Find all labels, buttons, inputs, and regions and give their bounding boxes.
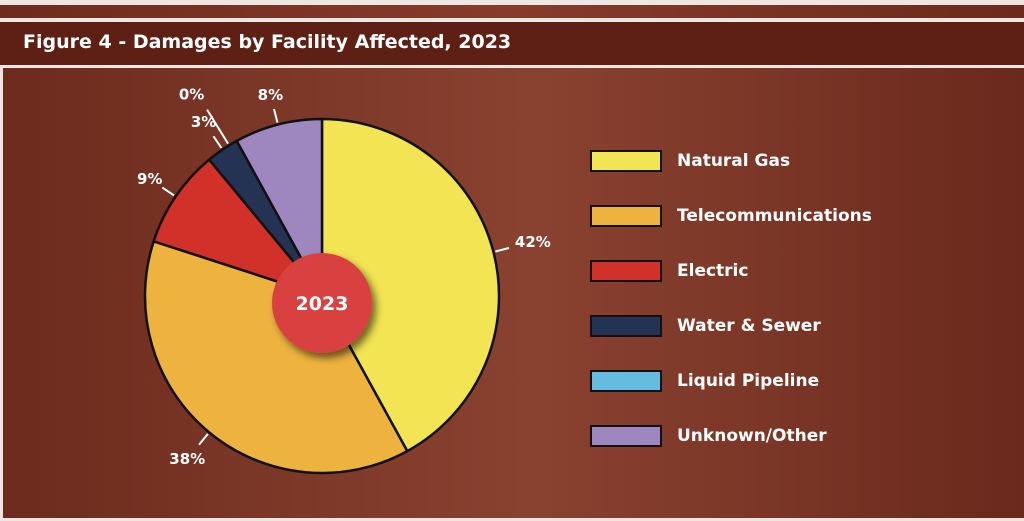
center-circle bbox=[272, 253, 372, 353]
legend-swatch bbox=[590, 370, 662, 392]
leader-line-natural-gas bbox=[495, 247, 510, 253]
data-label-unknown-other: 8% bbox=[258, 86, 283, 104]
center-badge: 2023 bbox=[272, 253, 372, 353]
data-label-telecommunications: 38% bbox=[169, 450, 205, 468]
legend-label: Electric bbox=[677, 261, 749, 281]
leader-line-liquid-pipeline bbox=[206, 109, 229, 145]
leader-line-electric bbox=[161, 186, 175, 197]
pie-slice-unknown-other bbox=[235, 117, 324, 298]
legend-label: Natural Gas bbox=[677, 151, 791, 171]
title-band: Figure 4 - Damages by Facility Affected,… bbox=[0, 22, 1024, 65]
figure-title: Figure 4 - Damages by Facility Affected,… bbox=[23, 31, 512, 53]
center-label: 2023 bbox=[296, 293, 349, 315]
data-label-liquid-pipeline: 0% bbox=[179, 85, 204, 103]
top-decor-band bbox=[0, 5, 1024, 18]
legend-swatch bbox=[590, 150, 662, 172]
data-label-natural-gas: 42% bbox=[515, 233, 551, 251]
legend-label: Telecommunications bbox=[677, 206, 872, 226]
legend-label: Liquid Pipeline bbox=[677, 371, 820, 391]
legend-swatch bbox=[590, 205, 662, 227]
pie-slice-electric bbox=[152, 158, 324, 298]
pie-slice-natural-gas bbox=[320, 117, 501, 453]
leader-line-telecommunications bbox=[198, 433, 209, 446]
legend-label: Water & Sewer bbox=[677, 316, 821, 336]
data-label-water-sewer: 3% bbox=[191, 113, 216, 131]
legend-label: Unknown/Other bbox=[677, 426, 827, 446]
pie-slice-telecommunications bbox=[143, 240, 409, 475]
legend-swatch bbox=[590, 260, 662, 282]
data-label-electric: 9% bbox=[137, 170, 162, 188]
legend-swatch bbox=[590, 425, 662, 447]
leader-line-unknown-other bbox=[273, 108, 279, 123]
legend-swatch bbox=[590, 315, 662, 337]
leader-line-water-sewer bbox=[212, 135, 223, 149]
